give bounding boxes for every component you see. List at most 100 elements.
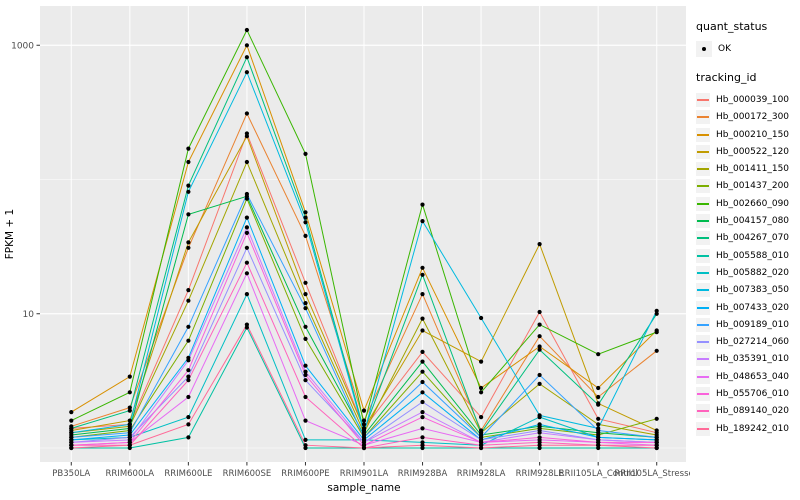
legend-item: Hb_001437_200 (696, 178, 800, 195)
legend-item: Hb_000522_120 (696, 143, 800, 160)
data-point (596, 416, 601, 421)
data-point (420, 359, 425, 364)
legend-item-label: Hb_009189_010 (716, 319, 790, 330)
data-point (244, 292, 249, 297)
data-point (303, 233, 308, 238)
line-swatch-icon (697, 375, 709, 378)
data-point (186, 358, 191, 363)
data-point (537, 344, 542, 349)
data-point (420, 202, 425, 207)
legend-key-line (696, 196, 710, 211)
line-swatch-icon (697, 392, 709, 395)
data-point (361, 430, 367, 435)
data-point (244, 134, 249, 139)
legend-key-line (696, 265, 710, 280)
data-point (186, 159, 191, 165)
line-swatch-icon (697, 150, 709, 153)
legend-item-label: Hb_002660_090 (716, 198, 790, 209)
line-swatch-icon (697, 427, 709, 430)
data-point (303, 378, 308, 383)
data-point (303, 443, 308, 448)
data-point (186, 298, 191, 303)
data-point (420, 415, 425, 420)
legend-item: Hb_035391_010 (696, 351, 800, 368)
legend-item: Hb_189242_010 (696, 420, 800, 437)
data-point (303, 372, 308, 378)
data-point (420, 369, 425, 374)
data-point (244, 215, 249, 220)
data-point (420, 379, 425, 385)
data-point (244, 43, 249, 48)
data-point (186, 183, 191, 188)
panel-background (40, 6, 686, 462)
line-swatch-icon (697, 306, 709, 309)
data-point (303, 151, 308, 156)
legend-item: Hb_004267_070 (696, 230, 800, 247)
data-point (303, 369, 308, 374)
data-point (186, 394, 191, 400)
data-point (479, 359, 484, 364)
y-tick-label: 1000 (11, 41, 34, 51)
legend-item: Hb_007433_020 (696, 299, 800, 316)
data-point (537, 372, 542, 378)
data-point (654, 428, 659, 433)
data-point (127, 374, 132, 379)
data-point (420, 328, 425, 333)
data-point (186, 240, 191, 245)
data-point (361, 445, 367, 451)
legend-key-line (696, 231, 710, 246)
legend-item: Hb_000039_100 (696, 91, 800, 108)
legend-item-label: Hb_089140_020 (716, 406, 790, 417)
legend-item-label: Hb_001437_200 (716, 181, 790, 192)
data-point (654, 308, 659, 313)
legend-item-label: Hb_004267_070 (716, 233, 790, 244)
data-point (420, 349, 425, 354)
legend-item: Hb_005588_010 (696, 247, 800, 264)
legend-title-quant-status: quant_status (696, 20, 768, 33)
legend-item-label: OK (718, 43, 731, 54)
legend-key-line (696, 110, 710, 125)
data-point (420, 272, 425, 277)
data-point (303, 210, 308, 215)
legend-item-label: Hb_048653_040 (716, 371, 790, 382)
legend-key-line (696, 179, 710, 194)
legend-item: Hb_005882_020 (696, 264, 800, 281)
data-point (244, 159, 249, 165)
data-point (186, 338, 191, 343)
y-axis-title: FPKM + 1 (4, 209, 16, 259)
point-icon (702, 46, 706, 51)
data-point (303, 418, 308, 423)
legend-item: Hb_048653_040 (696, 368, 800, 385)
data-point (537, 347, 542, 352)
line-swatch-icon (697, 358, 709, 361)
data-point (654, 330, 659, 335)
data-point (479, 385, 484, 391)
line-swatch-icon (697, 220, 709, 223)
data-point (420, 410, 425, 415)
legend-item-label: Hb_001411_150 (716, 164, 790, 175)
line-swatch-icon (697, 410, 709, 413)
legend-item: Hb_055706_010 (696, 385, 800, 402)
legend-item-label: Hb_007433_020 (716, 302, 790, 313)
x-tick-label: RRIM928BA (398, 469, 448, 479)
data-point (127, 426, 132, 431)
data-point (596, 443, 601, 448)
legend-key-line (696, 214, 710, 229)
data-point (420, 265, 425, 270)
data-point (596, 428, 601, 433)
data-point (69, 445, 74, 451)
line-swatch-icon (697, 237, 709, 240)
data-point (127, 418, 132, 423)
data-point (303, 215, 308, 220)
line-swatch-icon (697, 185, 709, 188)
legend-item-label: Hb_000172_300 (716, 112, 790, 123)
legend-item-label: Hb_000210_150 (716, 129, 790, 140)
legend-item-label: Hb_027214_060 (716, 337, 790, 348)
legend-key-line (696, 369, 710, 384)
data-point (186, 422, 191, 427)
data-point (186, 368, 191, 373)
data-point (127, 390, 132, 395)
data-point (186, 189, 191, 194)
legend-key-line (696, 162, 710, 177)
data-point (303, 280, 308, 285)
